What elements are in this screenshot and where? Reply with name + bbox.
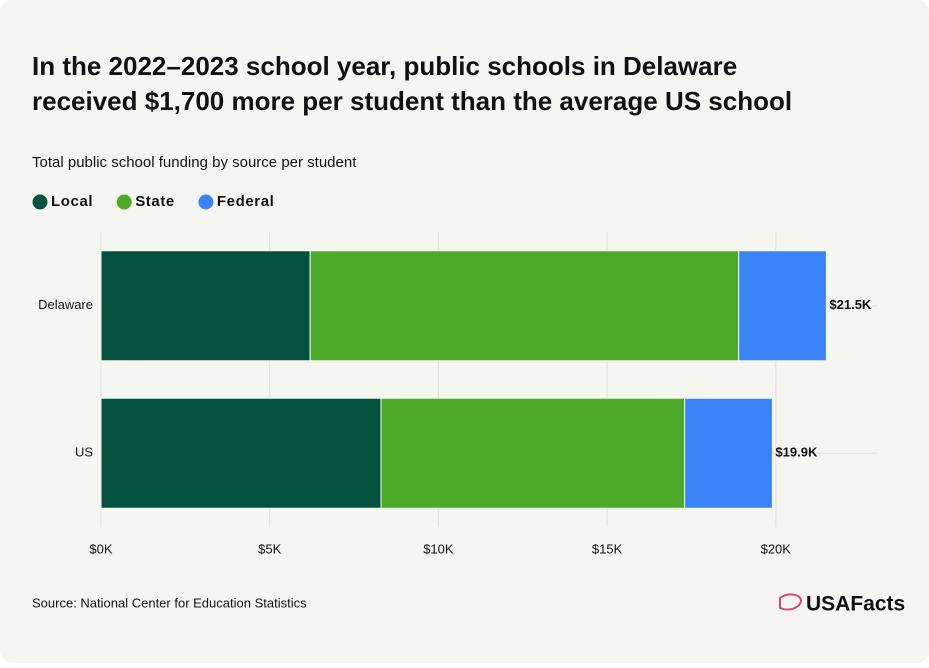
bar-segment [684,397,773,509]
logo: USAFacts [806,593,905,616]
legend-swatch [116,194,132,210]
chart-subtitle: Total public school funding by source pe… [32,154,357,171]
x-tick-label: $0K [89,541,112,556]
y-tick-label: US [75,445,93,460]
x-tick-label: $20K [761,541,792,556]
logo-icon [779,593,802,611]
legend-label: Local [51,193,93,210]
x-tick-label: $10K [423,541,454,556]
y-tick-label: Delaware [38,297,93,312]
chart-title: In the 2022–2023 school year, public sch… [32,51,737,81]
x-tick-label: $5K [258,541,281,556]
legend-swatch [198,194,214,210]
x-tick-label: $15K [592,541,623,556]
bar-segment [309,250,740,362]
total-label: $21.5K [829,297,872,312]
legend-label: State [135,193,175,210]
bar-segment [380,397,686,509]
legend-label: Federal [217,193,275,210]
legend-swatch [32,194,48,210]
total-label: $19.9K [775,445,818,460]
chart-title: received $1,700 more per student than th… [32,86,792,116]
bar-segment [100,397,382,509]
bar-segment [738,250,827,362]
source: Source: National Center for Education St… [32,595,307,610]
bar-segment [100,250,311,362]
